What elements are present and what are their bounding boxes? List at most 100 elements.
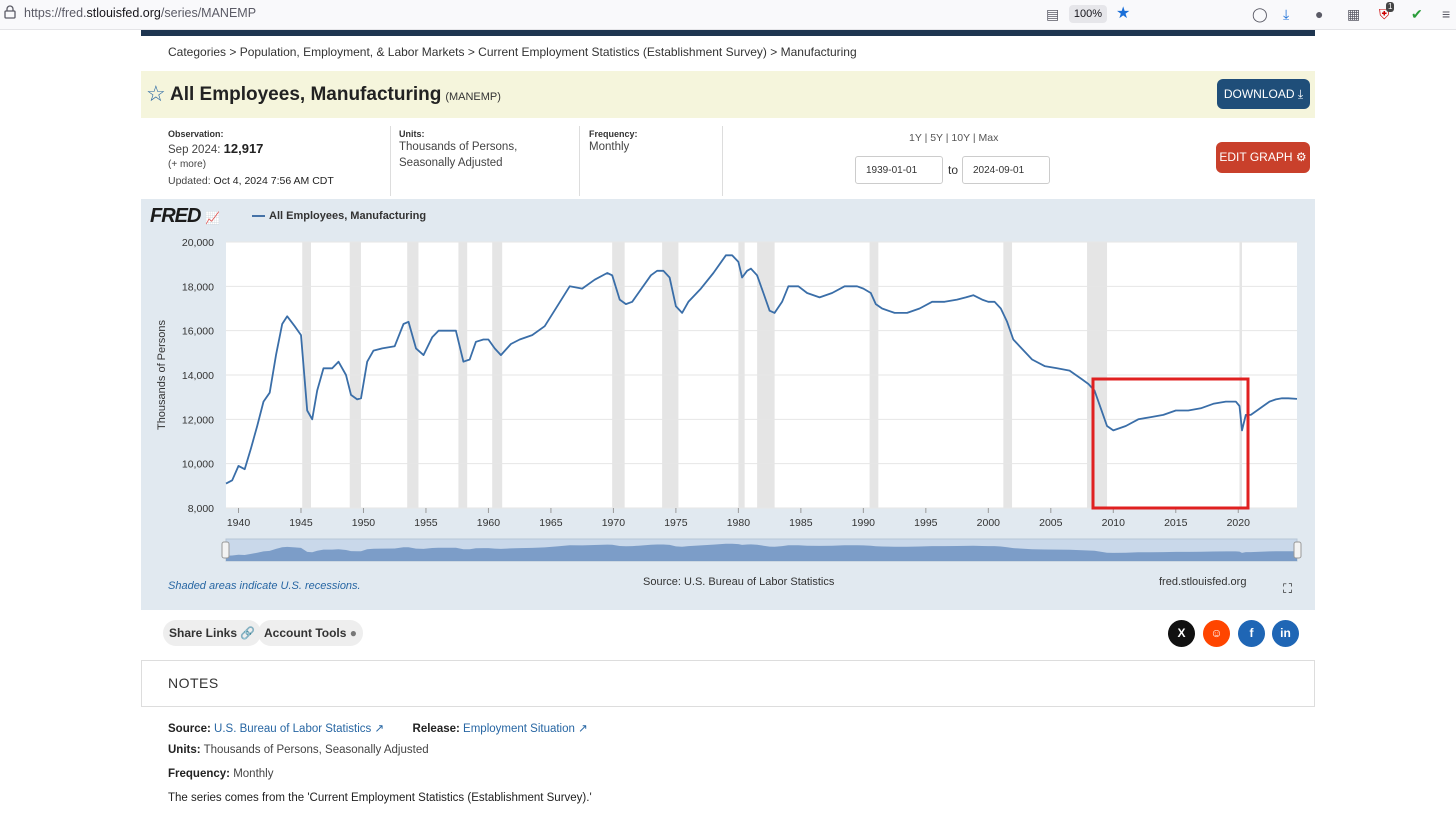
series-code: (MANEMP) [445, 91, 501, 103]
y-tick-label: 20,000 [182, 237, 214, 249]
bookmark-star-icon[interactable]: ★ [1116, 5, 1131, 22]
breadcrumb[interactable]: Categories > Population, Employment, & L… [168, 45, 857, 59]
notes-frequency: Frequency: Monthly [168, 768, 273, 780]
updated-value: Oct 4, 2024 7:56 AM CDT [213, 175, 334, 187]
gear-icon: ⚙ [1295, 150, 1307, 164]
frequency-value: Monthly [589, 141, 630, 153]
source-link[interactable]: U.S. Bureau of Labor Statistics [214, 723, 372, 735]
notes-units-value: Thousands of Persons, Seasonally Adjuste… [203, 744, 429, 756]
zoom-level[interactable]: 100% [1069, 5, 1107, 23]
url-path: /series/MANEMP [160, 6, 257, 20]
y-tick-label: 10,000 [182, 459, 214, 471]
reddit-icon[interactable]: ☺ [1203, 620, 1230, 647]
x-tick-label: 1960 [477, 517, 501, 529]
release-label: Release: [412, 723, 460, 735]
x-tick-label: 2005 [1039, 517, 1063, 529]
source-label: Source: [168, 723, 211, 735]
share-links-label: Share Links [169, 626, 238, 640]
more-link[interactable]: (+ more) [168, 159, 207, 170]
address-bar[interactable]: https://fred.stlouisfed.org/series/MANEM… [24, 6, 256, 20]
y-tick-label: 16,000 [182, 326, 214, 338]
url-domain: stlouisfed.org [86, 6, 161, 20]
x-tick-label: 1995 [914, 517, 938, 529]
x-tick-label: 2000 [977, 517, 1001, 529]
release-link[interactable]: Employment Situation [463, 723, 575, 735]
units-label: Units: [399, 129, 425, 139]
reader-view-icon[interactable]: ▤ [1046, 6, 1060, 22]
highlight-box [1091, 377, 1250, 510]
browser-toolbar: https://fred.stlouisfed.org/series/MANEM… [0, 0, 1456, 30]
download-button[interactable]: DOWNLOAD ⤓ [1217, 79, 1310, 109]
url-prefix: https://fred. [24, 6, 87, 20]
series-line [225, 254, 1298, 485]
notes-frequency-value: Monthly [233, 768, 274, 780]
x-tick-label: 1970 [602, 517, 626, 529]
menu-icon[interactable]: ≡ [1442, 6, 1451, 22]
chart[interactable]: 20,000 18,000 16,000 14,000 12,000 10,000 8,00… [141, 199, 1315, 610]
pocket-icon[interactable]: ◯ [1252, 6, 1268, 22]
start-date-input[interactable]: 1939-01-01 [855, 156, 943, 184]
y-tick-label: 8,000 [188, 503, 214, 515]
range-links[interactable]: 1Y | 5Y | 10Y | Max [909, 132, 999, 144]
y-tick-label: 18,000 [182, 281, 214, 293]
series-title-bar: ☆ All Employees, Manufacturing (MANEMP) D… [141, 71, 1315, 118]
external-link-icon: ↗ [578, 723, 588, 735]
x-tick-label: 1990 [852, 517, 876, 529]
x-icon[interactable]: X [1168, 620, 1195, 647]
observation-label: Observation: [168, 129, 224, 139]
units-line-2: Seasonally Adjusted [399, 157, 503, 169]
x-tick-label: 1950 [352, 517, 376, 529]
recession-note: Shaded areas indicate U.S. recessions. [168, 580, 361, 592]
account-tools-button[interactable]: Account Tools ● [258, 620, 364, 646]
series-title: All Employees, Manufacturing [170, 84, 442, 105]
shield-check-icon[interactable]: ✔ [1411, 6, 1423, 22]
x-tick-label: 1940 [227, 517, 251, 529]
lock-icon[interactable] [4, 5, 16, 23]
x-tick-label: 1965 [539, 517, 563, 529]
share-links-button[interactable]: Share Links 🔗 [163, 620, 262, 646]
linkedin-icon[interactable]: in [1272, 620, 1299, 647]
x-tick-label: 2020 [1227, 517, 1251, 529]
chart-legend: All Employees, Manufacturing [252, 210, 426, 222]
navigator-handle-right [1293, 541, 1302, 559]
download-label: DOWNLOAD [1223, 87, 1295, 101]
notes-description: The series comes from the 'Current Emplo… [168, 792, 592, 804]
observation-value: 12,917 [223, 141, 264, 156]
extensions-icon[interactable]: ▦ [1347, 6, 1361, 22]
account-icon[interactable]: ● [1315, 6, 1324, 22]
ublock-icon[interactable]: ⛨ [1379, 6, 1390, 22]
y-tick-label: 12,000 [182, 414, 214, 426]
edit-graph-label: EDIT GRAPH [1219, 150, 1293, 164]
downloads-icon[interactable]: ⤓ [1283, 6, 1290, 22]
x-tick-label: 1975 [664, 517, 688, 529]
y-axis-label: Thousands of Persons [156, 319, 168, 430]
x-tick-label: 1945 [289, 517, 313, 529]
account-tools-label: Account Tools [264, 626, 347, 640]
meta-divider [390, 126, 391, 196]
to-label: to [948, 163, 959, 177]
updated: Updated: Oct 4, 2024 7:56 AM CDT [168, 173, 334, 189]
fred-logo-text: FRED [150, 205, 201, 227]
edit-graph-button[interactable]: EDIT GRAPH ⚙ [1216, 142, 1310, 173]
legend-swatch [252, 215, 265, 218]
download-icon: ⤓ [1297, 87, 1304, 101]
notes-header: NOTES [141, 660, 1315, 707]
y-tick-label: 14,000 [182, 370, 214, 382]
facebook-icon[interactable]: f [1238, 620, 1265, 647]
link-icon: 🔗 [240, 626, 256, 640]
legend-label: All Employees, Manufacturing [269, 210, 427, 222]
notes-source: Source: U.S. Bureau of Labor Statistics … [168, 721, 588, 735]
meta-divider [722, 126, 723, 196]
notes-units: Units: Thousands of Persons, Seasonally … [168, 744, 429, 756]
fullscreen-icon[interactable]: ⛶ [1283, 581, 1293, 596]
chart-logo-icon: 📈 [205, 211, 220, 225]
notes-units-label: Units: [168, 744, 201, 756]
favorite-star-icon[interactable]: ☆ [146, 81, 166, 106]
end-date-input[interactable]: 2024-09-01 [962, 156, 1050, 184]
ublock-badge: 1 [1386, 2, 1395, 12]
x-tick-label: 1955 [414, 517, 438, 529]
updated-label: Updated: [168, 175, 211, 187]
frequency-label: Frequency: [589, 129, 638, 139]
x-tick-label: 2015 [1164, 517, 1188, 529]
meta-divider [579, 126, 580, 196]
